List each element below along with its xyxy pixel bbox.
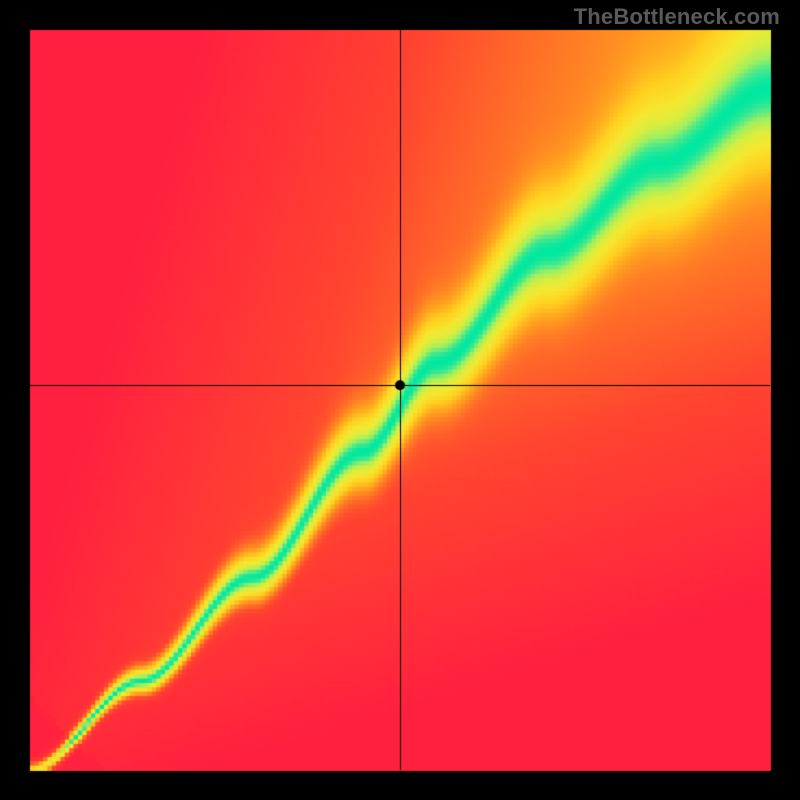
watermark-text: TheBottleneck.com <box>574 4 780 30</box>
chart-container: TheBottleneck.com <box>0 0 800 800</box>
heatmap-canvas <box>0 0 800 800</box>
